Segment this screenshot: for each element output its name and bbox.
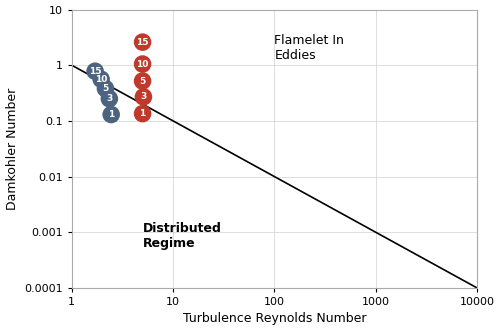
Text: 15: 15 — [89, 67, 102, 76]
Point — [138, 111, 146, 116]
Point — [107, 112, 115, 117]
Text: Distributed
Regime: Distributed Regime — [142, 222, 222, 250]
Point — [97, 76, 105, 82]
X-axis label: Turbulence Reynolds Number: Turbulence Reynolds Number — [182, 312, 366, 325]
Text: 1: 1 — [140, 109, 145, 118]
Text: Flamelet In
Eddies: Flamelet In Eddies — [274, 34, 344, 63]
Text: 10: 10 — [95, 75, 108, 84]
Y-axis label: Damkohler Number: Damkohler Number — [6, 88, 18, 210]
Text: 1: 1 — [108, 110, 114, 119]
Point — [138, 39, 146, 45]
Text: 5: 5 — [102, 84, 108, 93]
Point — [91, 69, 99, 74]
Point — [140, 94, 147, 100]
Text: 3: 3 — [106, 94, 112, 103]
Point — [138, 61, 146, 67]
Point — [102, 86, 110, 91]
Text: 10: 10 — [136, 60, 149, 69]
Point — [106, 96, 114, 101]
Text: 5: 5 — [140, 76, 145, 85]
Point — [138, 78, 146, 84]
Text: 3: 3 — [140, 92, 146, 101]
Text: 15: 15 — [136, 38, 149, 47]
